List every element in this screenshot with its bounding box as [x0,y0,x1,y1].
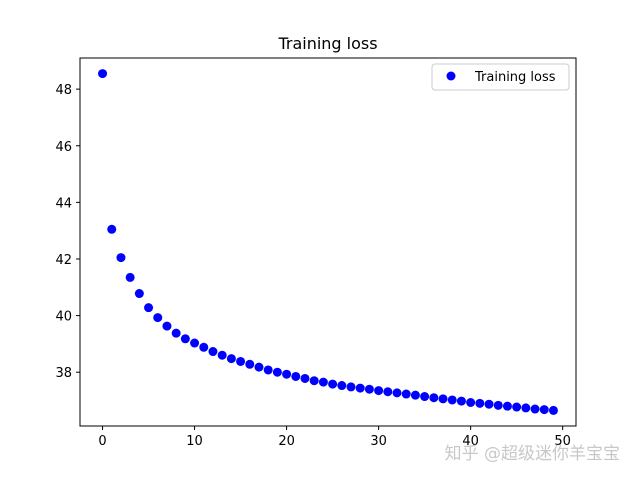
legend-marker [446,71,456,81]
data-point [171,328,181,338]
data-point [502,401,512,411]
data-point [539,405,549,415]
data-point [484,399,494,409]
data-point [548,405,558,415]
data-point [512,402,522,412]
watermark-text: 知乎 @超级迷你羊宝宝 [445,444,620,464]
data-point [383,387,393,397]
data-point [300,373,310,383]
data-point [401,389,411,399]
data-point [217,350,227,360]
x-tick-label: 50 [554,434,571,449]
plot-frame [79,57,577,427]
x-tick-label: 40 [462,434,479,449]
data-point [493,400,503,410]
data-point [521,403,531,413]
data-point [374,386,384,396]
data-point [364,384,374,394]
data-point [98,69,108,79]
y-tick-label: 40 [55,310,72,325]
data-point [116,253,126,263]
data-point [309,376,319,386]
data-point [180,334,190,344]
data-point [236,356,246,366]
data-point [475,398,485,408]
x-tick-label: 0 [98,434,106,449]
data-point [153,313,163,323]
data-point [162,321,172,331]
y-tick-label: 46 [55,140,72,155]
data-point [456,396,466,406]
legend-label: Training loss [474,70,556,85]
data-point [420,392,430,402]
data-point [337,381,347,391]
data-point [466,398,476,408]
data-point [346,382,356,392]
data-point [190,338,200,348]
x-axis-ticks: 0 10 20 30 40 50 [98,426,571,449]
data-point [410,390,420,400]
data-point [208,347,218,357]
data-point [328,379,338,389]
legend-box [431,63,570,91]
x-tick-label: 10 [186,434,203,449]
data-point [291,371,301,381]
data-point [355,383,365,393]
data-point [263,365,273,375]
data-point [254,362,264,372]
data-point [199,342,209,352]
y-tick-label: 38 [55,366,72,381]
x-tick-label: 30 [370,434,387,449]
data-points [98,69,558,415]
data-point [226,354,236,364]
data-point [144,303,154,313]
data-point [245,359,255,369]
data-point [107,224,117,234]
x-tick-label: 20 [278,434,295,449]
data-point [318,377,328,387]
data-point [125,272,135,282]
data-point [392,388,402,398]
data-point [272,367,282,377]
y-tick-label: 42 [55,253,72,268]
y-tick-label: 44 [55,196,72,211]
data-point [438,394,448,404]
data-point [429,393,439,403]
data-point [447,395,457,405]
data-point [530,404,540,414]
legend: Training loss [431,63,570,91]
chart-title: Training loss [277,34,377,53]
data-point [134,289,144,299]
data-point [282,369,292,379]
y-axis-ticks: 38 40 42 44 46 48 [55,83,80,381]
y-tick-label: 48 [55,83,72,98]
